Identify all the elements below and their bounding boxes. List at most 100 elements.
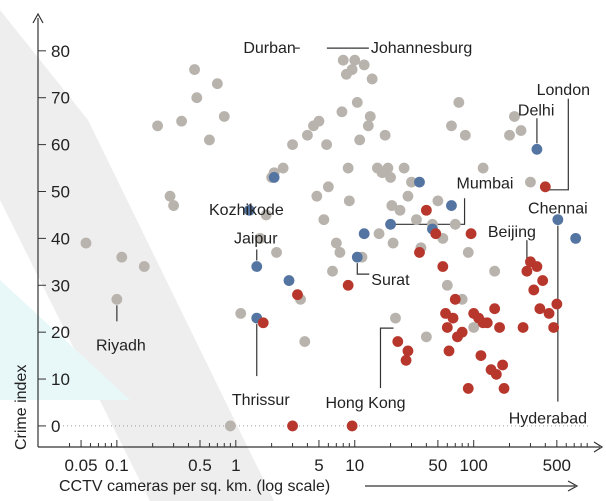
scatter-point: [374, 228, 385, 239]
scatter-point: [343, 280, 354, 291]
scatter-point: [321, 139, 332, 150]
scatter-point: [388, 238, 399, 249]
scatter-point: [385, 219, 396, 230]
scatter-point: [204, 135, 215, 146]
annotation-label: Hong Kong: [325, 395, 405, 412]
annotation-label: Surat: [371, 272, 410, 289]
scatter-point: [363, 120, 374, 131]
scatter-point: [521, 266, 532, 277]
annotation-label: Delhi: [518, 102, 554, 119]
scatter-point: [176, 116, 187, 127]
scatter-point: [395, 205, 406, 216]
scatter-point: [401, 355, 412, 366]
scatter-point: [390, 313, 401, 324]
annotation-label: Durban: [243, 40, 295, 57]
annotation-label: Jaipur: [234, 231, 278, 248]
scatter-point: [548, 322, 559, 333]
y-tick-label: 30: [51, 276, 70, 295]
y-axis-title: Crime index: [13, 365, 30, 450]
x-tick-label: 0.05: [65, 456, 98, 475]
scatter-point: [468, 322, 479, 333]
scatter-point: [516, 125, 527, 136]
y-tick-label: 20: [51, 323, 70, 342]
annotation-leader: [357, 263, 369, 274]
scatter-point: [403, 346, 414, 357]
scatter-point: [334, 247, 345, 258]
scatter-point: [349, 55, 360, 66]
y-tick-label: 10: [51, 370, 70, 389]
scatter-point: [414, 247, 425, 258]
scatter-point: [354, 135, 365, 146]
scatter-point: [314, 116, 325, 127]
annotation-label: Beijing: [488, 224, 536, 241]
scatter-point: [225, 421, 236, 432]
scatter-point: [139, 261, 150, 272]
scatter-point: [111, 294, 122, 305]
scatter-point: [540, 181, 551, 192]
scatter-point: [302, 130, 313, 141]
scatter-point: [311, 191, 322, 202]
scatter-point: [532, 144, 543, 155]
scatter-point: [365, 111, 376, 122]
annotation-label: Mumbai: [457, 175, 514, 192]
scatter-point: [116, 252, 127, 263]
y-tick-label: 50: [51, 182, 70, 201]
scatter-point: [450, 219, 461, 230]
scatter-point: [344, 195, 355, 206]
scatter-point: [318, 214, 329, 225]
scatter-point: [337, 106, 348, 117]
scatter-point: [258, 317, 269, 328]
scatter-point: [525, 177, 536, 188]
scatter-point: [544, 308, 555, 319]
annotation-label: Riyadh: [96, 337, 146, 354]
scatter-point: [359, 228, 370, 239]
scatter-point: [570, 233, 581, 244]
scatter-point: [380, 130, 391, 141]
scatter-point: [444, 346, 455, 357]
scatter-point: [152, 120, 163, 131]
scatter-point: [463, 383, 474, 394]
scatter-point: [299, 336, 310, 347]
scatter-point: [385, 172, 396, 183]
scatter-point: [476, 350, 487, 361]
scatter-point: [81, 238, 92, 249]
scatter-point: [437, 261, 448, 272]
scatter-point: [392, 336, 403, 347]
scatter-point: [212, 78, 223, 89]
annotation-label: Johannesburg: [371, 40, 472, 57]
scatter-point: [219, 111, 230, 122]
scatter-point: [491, 369, 502, 380]
scatter-point: [489, 266, 500, 277]
x-tick-label: 5: [314, 456, 323, 475]
scatter-point: [189, 64, 200, 75]
annotation-label: Hyderabad: [509, 411, 587, 428]
scatter-point: [453, 97, 464, 108]
scatter-point: [442, 322, 453, 333]
scatter-point: [494, 322, 505, 333]
scatter-point: [343, 163, 354, 174]
scatter-point: [421, 331, 432, 342]
x-tick-label: 0.1: [105, 456, 129, 475]
scatter-point: [251, 261, 262, 272]
scatter-point: [352, 97, 363, 108]
scatter-point: [432, 195, 443, 206]
scatter-point: [532, 261, 543, 272]
scatter-point: [367, 74, 378, 85]
scatter-point: [430, 228, 441, 239]
scatter-point: [497, 360, 508, 371]
scatter-point: [551, 299, 562, 310]
y-tick-label: 0: [51, 417, 60, 436]
scatter-point: [534, 303, 545, 314]
scatter-point: [403, 191, 414, 202]
annotation-leader: [380, 328, 393, 388]
scatter-point: [278, 163, 289, 174]
x-axis-title: CCTV cameras per sq. km. (log scale): [59, 478, 330, 495]
scatter-point: [478, 163, 489, 174]
scatter-point: [489, 303, 500, 314]
scatter-point: [411, 214, 422, 225]
scatter-point: [338, 55, 349, 66]
scatter-point: [287, 139, 298, 150]
scatter-point: [347, 64, 358, 75]
annotation-label: London: [537, 82, 590, 99]
scatter-point: [383, 163, 394, 174]
